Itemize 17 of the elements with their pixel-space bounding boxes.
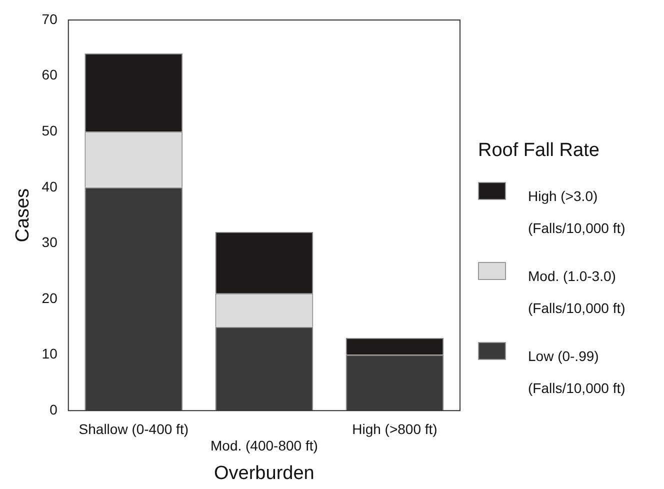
legend-label: Low (0-.99) (Falls/10,000 ft) xyxy=(528,347,626,398)
y-tick-label: 60 xyxy=(42,66,58,83)
x-tick-label: Shallow (0-400 ft) xyxy=(78,420,189,437)
y-tick-label: 30 xyxy=(42,234,58,250)
y-tick-label: 50 xyxy=(42,122,58,138)
legend-label: Mod. (1.0-3.0) (Falls/10,000 ft) xyxy=(528,267,626,318)
y-axis-title: Cases xyxy=(12,188,34,242)
x-tick-label: High (>800 ft) xyxy=(352,420,438,437)
x-tick-label: Mod. (400-800 ft) xyxy=(210,438,318,454)
legend-label: High (>3.0) (Falls/10,000 ft) xyxy=(528,187,626,238)
x-axis-title: Overburden xyxy=(214,462,314,484)
y-tick-label: 10 xyxy=(42,346,58,362)
legend-title: Roof Fall Rate xyxy=(478,140,600,162)
y-tick-label: 20 xyxy=(42,290,58,306)
y-tick-label: 70 xyxy=(42,10,58,27)
y-tick-label: 40 xyxy=(42,178,58,194)
y-tick-label: 0 xyxy=(50,401,58,418)
